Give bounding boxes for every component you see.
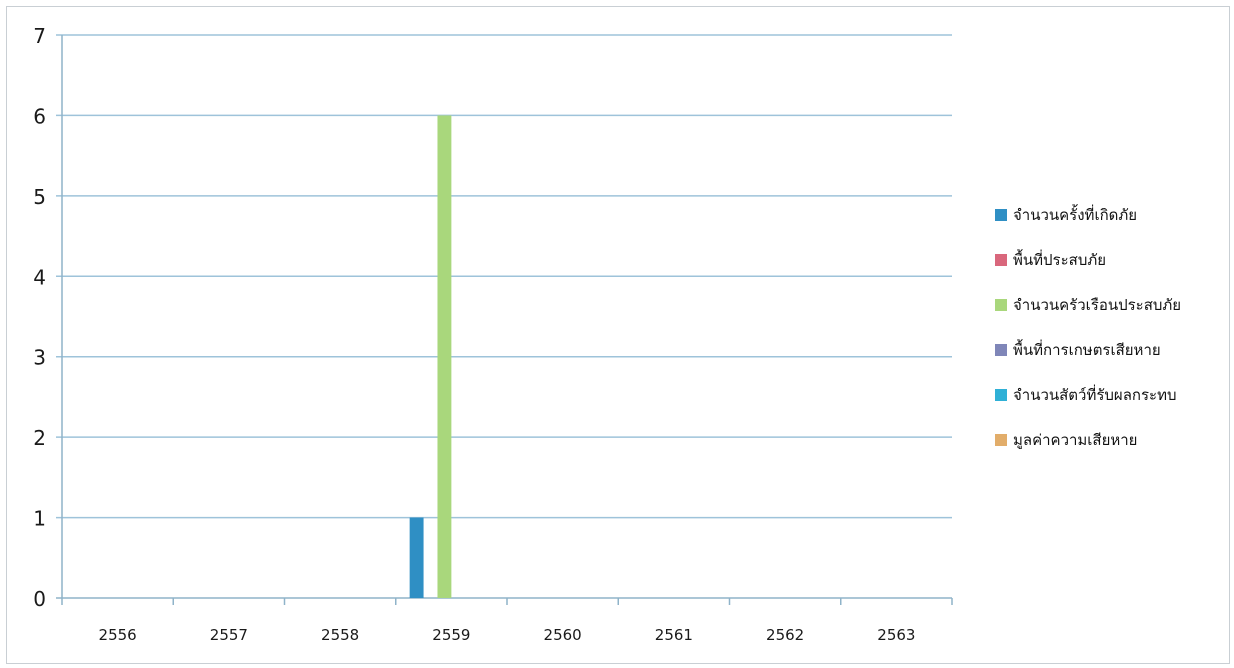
legend: จำนวนครั้งที่เกิดภัยพื้นที่ประสบภัยจำนวน… [995,203,1225,473]
legend-item: พื้นที่ประสบภัย [995,248,1225,272]
legend-label: มูลค่าความเสียหาย [1013,431,1138,449]
x-tick-label: 2557 [210,626,248,644]
legend-swatch [995,434,1007,446]
axes [56,35,953,605]
legend-swatch [995,344,1007,356]
x-tick-label: 2556 [99,626,137,644]
tick-labels: 0 1 2 3 4 5 6 7 2556 2557 2558 2559 2560 2561 2562 2563 [33,24,915,644]
x-tick-label: 2562 [766,626,804,644]
y-tick-label: 7 [33,24,46,48]
y-tick-label: 0 [33,587,46,611]
x-tick-label: 2563 [877,626,915,644]
x-tick-label: 2561 [655,626,693,644]
legend-item: พื้นที่การเกษตรเสียหาย [995,338,1225,362]
legend-swatch [995,209,1007,221]
legend-item: จำนวนครั้งที่เกิดภัย [995,203,1225,227]
x-tick-label: 2559 [432,626,470,644]
legend-label: พื้นที่การเกษตรเสียหาย [1013,341,1161,359]
legend-item: มูลค่าความเสียหาย [995,428,1225,452]
y-tick-label: 1 [33,507,46,531]
legend-label: พื้นที่ประสบภัย [1013,251,1107,269]
bar [409,517,424,598]
legend-label: จำนวนครัวเรือนประสบภัย [1013,296,1182,314]
y-tick-label: 5 [33,185,46,209]
legend-item: จำนวนครัวเรือนประสบภัย [995,293,1225,317]
x-tick-label: 2558 [321,626,359,644]
bar [437,115,452,598]
y-tick-label: 2 [33,426,46,450]
legend-swatch [995,299,1007,311]
legend-label: จำนวนครั้งที่เกิดภัย [1013,206,1138,224]
bars [409,115,452,598]
legend-item: จำนวนสัตว์ที่รับผลกระทบ [995,383,1225,407]
y-tick-label: 3 [33,346,46,370]
legend-label: จำนวนสัตว์ที่รับผลกระทบ [1013,386,1177,404]
y-tick-label: 4 [33,265,46,289]
gridlines [56,34,952,519]
legend-swatch [995,254,1007,266]
x-tick-label: 2560 [544,626,582,644]
legend-swatch [995,389,1007,401]
y-tick-label: 6 [33,104,46,128]
